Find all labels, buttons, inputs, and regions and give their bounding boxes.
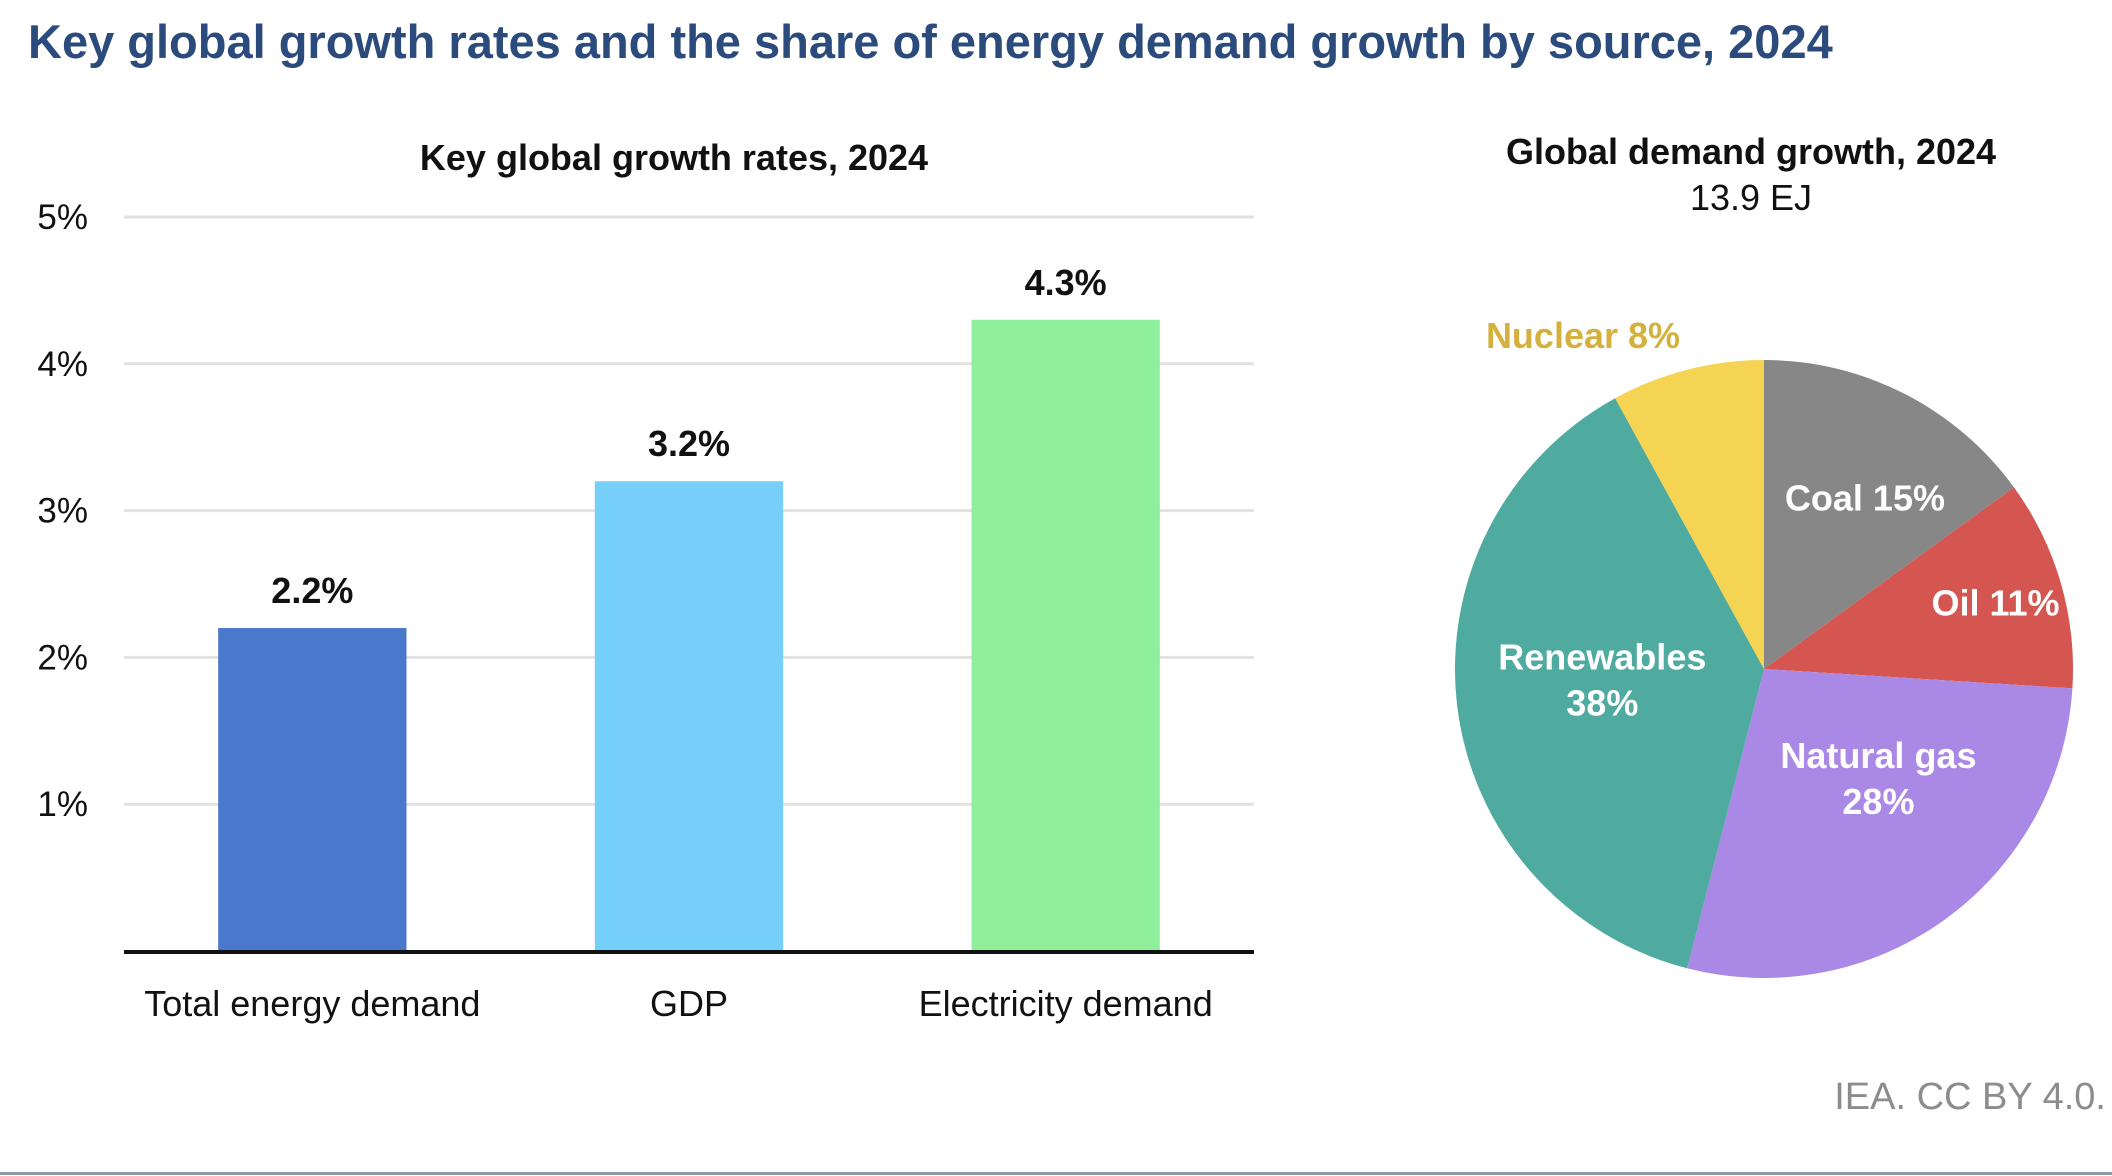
pie-label-line: 28%: [1842, 781, 1914, 822]
bar-y-tick-labels: 1% 2% 3% 4% 5%: [37, 198, 88, 824]
y-tick-label: 5%: [37, 198, 88, 237]
pie-chart-title: Global demand growth, 2024: [1506, 131, 1996, 172]
pie-label-line: Oil 11%: [1931, 582, 2059, 623]
main-title: Key global growth rates and the share of…: [28, 15, 1833, 68]
bar: [594, 481, 784, 951]
pie-label-oil: Oil 11%: [1931, 582, 2059, 623]
bar: [218, 628, 407, 951]
pie-slice-coal: [1764, 360, 2014, 669]
pie-label-line: Renewables: [1498, 637, 1706, 678]
pie-chart-total: 13.9 EJ: [1690, 177, 1812, 218]
pie-slices: [1455, 360, 2074, 979]
pie-chart: Global demand growth, 2024 13.9 EJ Coal …: [1455, 131, 2074, 979]
source-credit: IEA. CC BY 4.0.: [1834, 1076, 2106, 1118]
x-tick-label: Electricity demand: [919, 983, 1213, 1024]
bar-value-label: 2.2%: [271, 570, 353, 611]
pie-label-line: Natural gas: [1780, 735, 1976, 776]
y-tick-label: 4%: [37, 345, 88, 384]
pie-slice-oil: [1764, 487, 2074, 689]
bar-bars: [218, 319, 1160, 951]
y-tick-label: 3%: [37, 492, 88, 531]
y-tick-label: 1%: [37, 785, 88, 824]
bar-value-label: 4.3%: [1025, 262, 1107, 303]
y-tick-label: 2%: [37, 638, 88, 677]
pie-label-renewables: Renewables 38%: [1498, 637, 1706, 724]
pie-label-line: 38%: [1566, 683, 1638, 724]
x-tick-label: Total energy demand: [144, 983, 480, 1024]
bar-value-labels: 2.2% 3.2% 4.3%: [271, 262, 1106, 611]
pie-slice-labels: Coal 15% Oil 11% Natural gas 28% Renewables 3…: [1486, 315, 2060, 822]
pie-label-nuclear: Nuclear 8%: [1486, 315, 1680, 356]
pie-label-line: Coal 15%: [1785, 477, 1945, 518]
bar-chart: Key global growth rates, 2024 1% 2% 3% 4% 5%…: [37, 137, 1254, 1024]
bar: [971, 319, 1160, 951]
pie-label-coal: Coal 15%: [1785, 477, 1945, 518]
pie-slice-renewables: [1455, 398, 1764, 969]
pie-slice-natural-gas: [1687, 669, 2073, 979]
bottom-divider: [0, 1172, 2112, 1175]
pie-slice-nuclear: [1615, 360, 1764, 669]
bar-chart-title: Key global growth rates, 2024: [420, 137, 928, 178]
x-tick-label: GDP: [650, 983, 728, 1024]
pie-label-natural-gas: Natural gas 28%: [1780, 735, 1976, 822]
bar-x-tick-labels: Total energy demand GDP Electricity demand: [144, 983, 1213, 1024]
bar-value-label: 3.2%: [648, 423, 730, 464]
pie-label-line: Nuclear 8%: [1486, 315, 1680, 356]
